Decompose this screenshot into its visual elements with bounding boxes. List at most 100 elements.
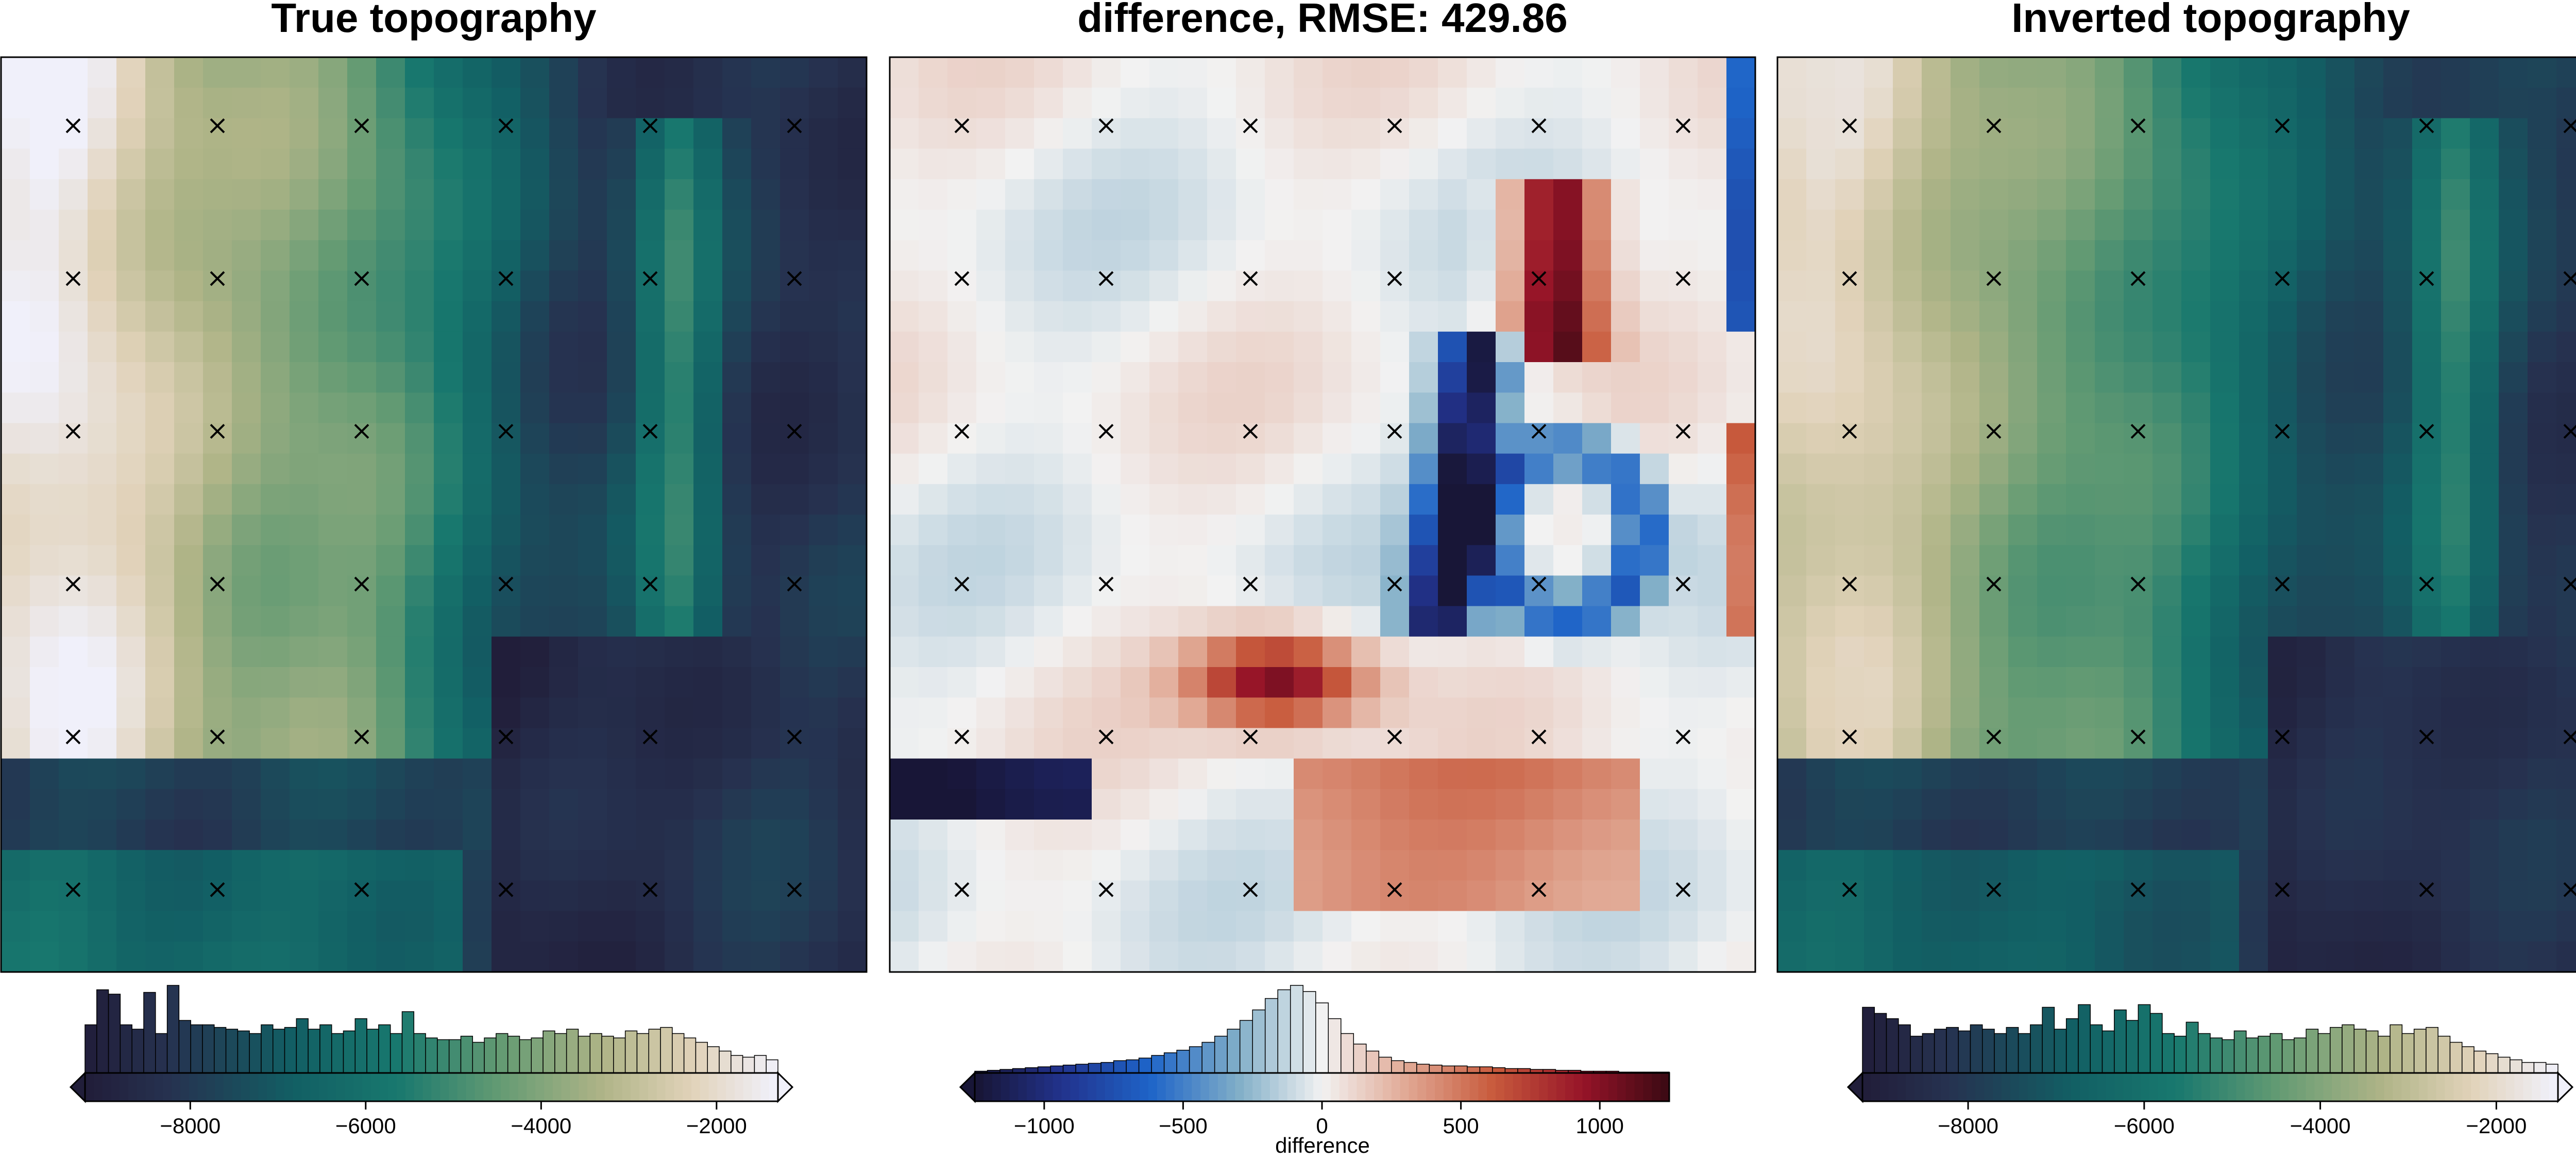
heatmap-cell (492, 758, 521, 790)
x-marker (2275, 118, 2290, 133)
heatmap-cell (1496, 606, 1525, 637)
heatmap-cell (2441, 880, 2470, 912)
heatmap-cell (2383, 758, 2413, 790)
heatmap-cell (2268, 820, 2297, 850)
heatmap-cell (780, 179, 809, 210)
heatmap-cell (232, 118, 261, 149)
heatmap-cell (2297, 728, 2326, 759)
heatmap-cell (405, 210, 434, 241)
heatmap-cell (1553, 88, 1583, 118)
heatmap-cell (1893, 515, 1922, 545)
heatmap-cell (1207, 118, 1236, 149)
heatmap-cell (1351, 57, 1381, 88)
heatmap-cell (2181, 423, 2211, 454)
x-marker (1387, 423, 1402, 439)
heatmap-cell (116, 758, 146, 790)
heatmap-cell (463, 88, 492, 118)
heatmap-cell (232, 270, 261, 302)
heatmap-cell (347, 453, 377, 485)
heatmap-cell (2297, 423, 2326, 454)
heatmap-cell (1611, 911, 1640, 942)
heatmap-cell (1496, 270, 1525, 302)
heatmap-cell (1726, 667, 1756, 698)
heatmap-cell (2008, 728, 2038, 759)
heatmap-cell (1698, 484, 1727, 515)
heatmap-cell (1979, 606, 2009, 637)
heatmap-cell (1893, 301, 1922, 332)
heatmap-cell (1034, 118, 1063, 149)
heatmap-cell (2181, 240, 2211, 271)
heatmap-cell (578, 148, 607, 180)
heatmap-cell (2181, 301, 2211, 332)
heatmap-cell (1149, 911, 1179, 942)
heatmap-cell (1524, 148, 1554, 180)
x-marker (2419, 882, 2434, 897)
heatmap-cell (2441, 789, 2470, 820)
heatmap-cell (1864, 423, 1893, 454)
heatmap-cell (665, 880, 694, 912)
heatmap-cell (1380, 270, 1410, 302)
heatmap-cell (1951, 850, 1980, 881)
heatmap-cell (919, 331, 948, 363)
heatmap-cell (722, 820, 752, 850)
x-marker (1387, 576, 1402, 592)
heatmap-cell (1380, 789, 1410, 820)
heatmap-cell (1409, 941, 1438, 973)
heatmap-cell (318, 636, 348, 668)
colorbar-segment (527, 1073, 536, 1101)
heatmap-cell (232, 484, 261, 515)
heatmap-cell (890, 545, 919, 576)
heatmap-cell (919, 758, 948, 790)
heatmap-cell (2268, 453, 2297, 485)
heatmap-cell (890, 575, 919, 607)
heatmap-cell (890, 301, 919, 332)
x-marker (1842, 118, 1857, 133)
heatmap-cell (492, 88, 521, 118)
heatmap-cell (1496, 57, 1525, 88)
heatmap-cell (2239, 545, 2268, 576)
heatmap-cell (1806, 515, 1836, 545)
histogram-bar (648, 1029, 661, 1073)
heatmap-cell (1524, 118, 1554, 149)
heatmap-cell (116, 697, 146, 728)
heatmap-cell (2499, 697, 2528, 728)
colorbar-segment (1157, 1073, 1166, 1101)
heatmap-cell (1294, 636, 1323, 668)
heatmap-cell (2441, 667, 2470, 698)
x-marker (642, 271, 658, 286)
heatmap-cell (1092, 210, 1121, 241)
heatmap-cell (809, 88, 838, 118)
heatmap-cell (492, 515, 521, 545)
heatmap-cell (261, 240, 290, 271)
heatmap-cell (2037, 789, 2066, 820)
heatmap-cell (1149, 118, 1179, 149)
heatmap-cell (1582, 789, 1612, 820)
heatmap-cell (1864, 362, 1893, 393)
heatmap-cell (549, 850, 579, 881)
heatmap-cell (2210, 758, 2240, 790)
histogram-bar (2162, 1033, 2175, 1073)
heatmap-cell (434, 758, 463, 790)
colorbar-segment (2427, 1073, 2437, 1101)
heatmap-cell (1380, 880, 1410, 912)
heatmap-cell (2239, 240, 2268, 271)
heatmap-cell (1438, 636, 1467, 668)
heatmap-cell (1669, 57, 1698, 88)
heatmap-cell (2268, 606, 2297, 637)
heatmap-cell (1034, 270, 1063, 302)
heatmap-cell (1380, 331, 1410, 363)
heatmap-cell (1294, 88, 1323, 118)
heatmap-cell (2008, 697, 2038, 728)
heatmap-cell (1265, 331, 1294, 363)
heatmap-cell (1835, 270, 1865, 302)
heatmap-cell (2556, 789, 2576, 820)
heatmap-cell (232, 667, 261, 698)
heatmap-cell (2470, 575, 2499, 607)
heatmap-cell (30, 453, 59, 485)
heatmap-cell (947, 270, 977, 302)
heatmap-cell (693, 545, 723, 576)
heatmap-cell (1864, 301, 1893, 332)
heatmap-cell (59, 393, 88, 423)
colorbar-segment (1426, 1073, 1435, 1101)
heatmap-cell (693, 57, 723, 88)
